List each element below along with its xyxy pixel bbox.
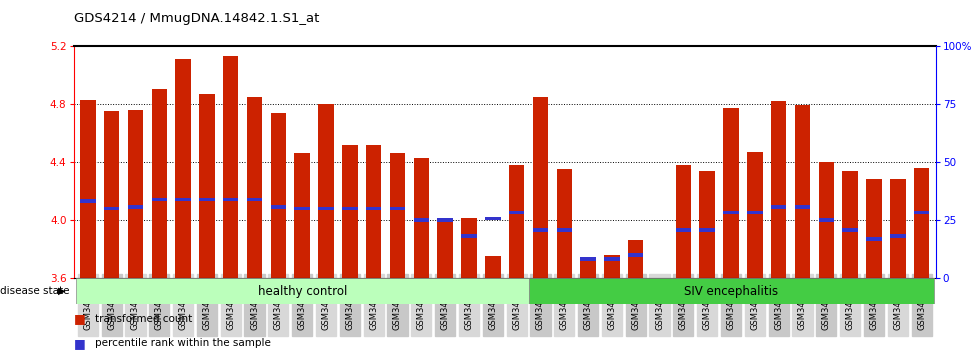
Bar: [818, 162, 834, 278]
Bar: [557, 169, 572, 278]
Bar: [675, 165, 691, 278]
Bar: [675, 228, 691, 232]
Bar: [104, 206, 120, 210]
Bar: [509, 211, 524, 215]
Bar: [366, 144, 381, 278]
Bar: [223, 198, 238, 201]
Bar: [199, 198, 215, 201]
Bar: [528, 278, 934, 304]
Bar: [294, 153, 310, 278]
Bar: [175, 198, 191, 201]
Bar: [318, 104, 334, 278]
Bar: [509, 165, 524, 278]
Bar: [294, 206, 310, 210]
Bar: [723, 108, 739, 278]
Bar: [462, 234, 476, 238]
Text: transformed count: transformed count: [95, 314, 192, 324]
Bar: [318, 206, 334, 210]
Bar: [818, 218, 834, 222]
Bar: [604, 255, 619, 278]
Bar: [914, 211, 929, 215]
Bar: [342, 206, 358, 210]
Bar: [628, 240, 644, 278]
Bar: [652, 278, 667, 310]
Bar: [127, 205, 143, 209]
Bar: [462, 218, 476, 278]
Bar: [414, 218, 429, 222]
Bar: [890, 234, 906, 238]
Bar: [75, 278, 528, 304]
Bar: [199, 94, 215, 278]
Bar: [175, 59, 191, 278]
Bar: [700, 171, 715, 278]
Text: ■: ■: [74, 337, 85, 350]
Bar: [866, 237, 882, 241]
Bar: [747, 211, 762, 215]
Bar: [866, 179, 882, 278]
Bar: [604, 257, 619, 261]
Bar: [485, 217, 501, 220]
Bar: [628, 253, 644, 257]
Bar: [127, 110, 143, 278]
Text: percentile rank within the sample: percentile rank within the sample: [95, 338, 270, 348]
Bar: [485, 256, 501, 278]
Bar: [795, 205, 810, 209]
Bar: [223, 56, 238, 278]
Bar: [437, 218, 453, 222]
Bar: [771, 205, 786, 209]
Bar: [890, 179, 906, 278]
Text: healthy control: healthy control: [258, 285, 347, 298]
Bar: [580, 259, 596, 278]
Bar: [247, 198, 263, 201]
Bar: [152, 90, 167, 278]
Bar: [533, 97, 548, 278]
Bar: [270, 113, 286, 278]
Text: disease state: disease state: [0, 286, 70, 296]
Bar: [366, 206, 381, 210]
Bar: [247, 97, 263, 278]
Bar: [557, 228, 572, 232]
Text: GDS4214 / MmugDNA.14842.1.S1_at: GDS4214 / MmugDNA.14842.1.S1_at: [74, 12, 318, 25]
Bar: [771, 101, 786, 278]
Text: ▶: ▶: [58, 286, 66, 296]
Text: ■: ■: [74, 312, 85, 325]
Bar: [652, 308, 667, 312]
Bar: [747, 152, 762, 278]
Bar: [914, 168, 929, 278]
Bar: [533, 228, 548, 232]
Bar: [80, 99, 95, 278]
Bar: [843, 228, 858, 232]
Bar: [390, 153, 406, 278]
Bar: [700, 228, 715, 232]
Bar: [414, 158, 429, 278]
Bar: [580, 257, 596, 261]
Bar: [390, 206, 406, 210]
Text: SIV encephalitis: SIV encephalitis: [684, 285, 778, 298]
Bar: [843, 171, 858, 278]
Bar: [80, 199, 95, 203]
Bar: [152, 198, 167, 201]
Bar: [104, 111, 120, 278]
Bar: [723, 211, 739, 215]
Bar: [795, 105, 810, 278]
Bar: [270, 205, 286, 209]
Bar: [342, 144, 358, 278]
Bar: [437, 220, 453, 278]
